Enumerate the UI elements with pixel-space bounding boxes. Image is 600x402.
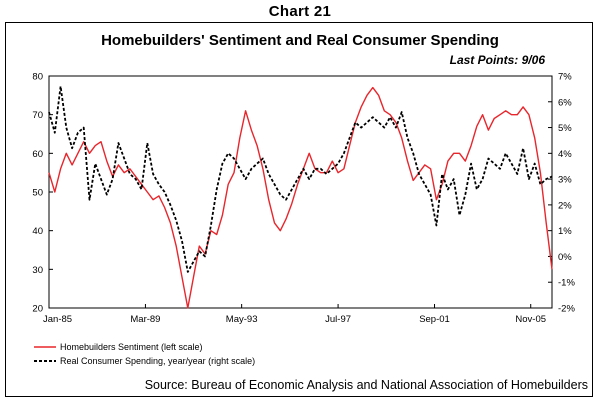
x-axis-tick-label: Sep-01 [419, 314, 450, 325]
left-axis-tick-label: 50 [32, 188, 43, 199]
chart-subtitle: Last Points: 9/06 [450, 53, 546, 67]
chart-label: Chart 21 [268, 3, 332, 20]
right-axis-tick-label: -1% [558, 278, 575, 289]
plot-area [48, 75, 553, 309]
chart-source: Source: Bureau of Economic Analysis and … [145, 378, 588, 392]
chart-frame [5, 22, 593, 397]
right-axis-tick-label: 4% [558, 149, 572, 160]
left-axis-tick-label: 30 [32, 265, 43, 276]
chart-title: Homebuilders' Sentiment and Real Consume… [101, 32, 499, 49]
right-axis-tick-label: 6% [558, 97, 572, 108]
left-axis-tick-label: 70 [32, 110, 43, 121]
right-axis-tick-label: 5% [558, 123, 572, 134]
series-line-sentiment [48, 86, 553, 309]
right-axis-tick-label: 2% [558, 200, 572, 211]
x-axis-tick-label: May-93 [226, 314, 258, 325]
left-axis-tick-label: 20 [32, 304, 43, 315]
series-line-spending [48, 85, 553, 273]
legend-label-sentiment: Homebuilders Sentiment (left scale) [60, 342, 203, 352]
x-axis-tick-label: Jan-85 [43, 314, 72, 325]
right-axis-tick-label: 3% [558, 175, 572, 186]
right-axis-tick-label: 0% [558, 252, 572, 263]
left-axis-tick-label: 60 [32, 149, 43, 160]
right-axis-tick-label: 7% [558, 72, 572, 83]
right-axis-tick-label: -2% [558, 304, 575, 315]
x-axis-tick-label: Nov-05 [515, 314, 546, 325]
legend-label-spending: Real Consumer Spending, year/year (right… [60, 356, 255, 366]
left-axis-tick-label: 80 [32, 72, 43, 83]
x-axis-tick-label: Mar-89 [130, 314, 160, 325]
x-axis-tick-label: Jul-97 [325, 314, 351, 325]
left-axis-tick-label: 40 [32, 226, 43, 237]
right-axis-tick-label: 1% [558, 226, 572, 237]
